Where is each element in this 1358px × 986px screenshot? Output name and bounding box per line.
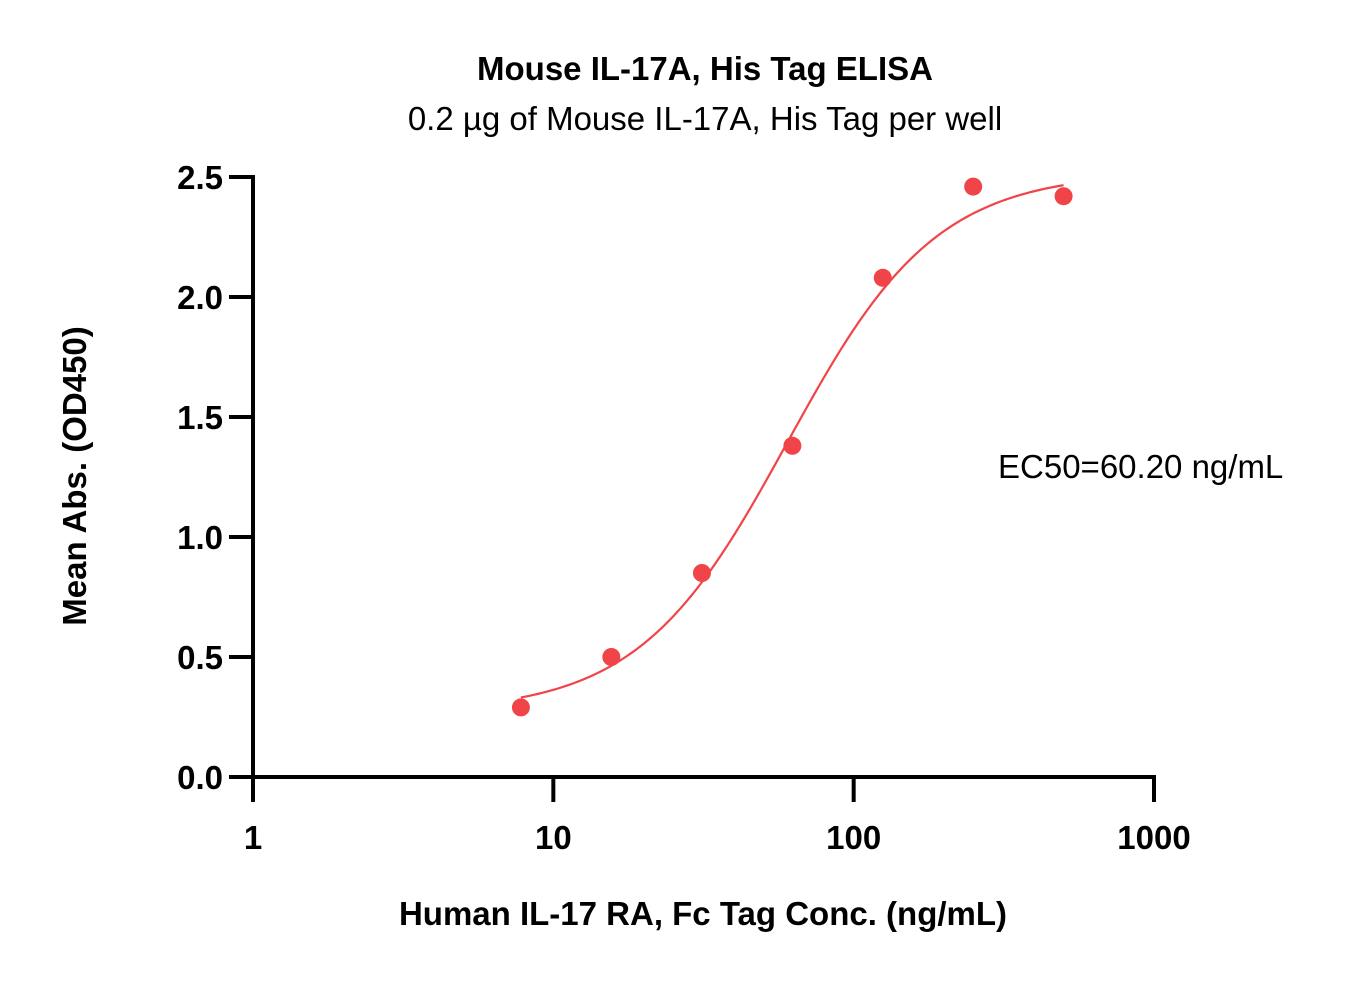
y-axis-label: Mean Abs. (OD450)	[56, 326, 93, 626]
chart-subtitle: 0.2 µg of Mouse IL-17A, His Tag per well	[408, 100, 1002, 137]
data-point	[1054, 187, 1073, 206]
y-tick-label: 1.0	[177, 519, 223, 556]
x-tick-label: 1	[244, 819, 262, 856]
chart-title: Mouse IL-17A, His Tag ELISA	[477, 50, 933, 87]
x-tick-label: 100	[826, 819, 881, 856]
data-point	[511, 698, 530, 717]
data-point	[964, 177, 983, 196]
y-tick-label: 0.5	[177, 639, 223, 676]
x-tick-label: 10	[535, 819, 572, 856]
data-point	[873, 268, 892, 287]
data-point	[602, 648, 621, 666]
ec50-annotation: EC50=60.20 ng/mL	[998, 448, 1283, 485]
y-tick-label: 2.5	[177, 159, 223, 196]
y-tick-label: 0.0	[177, 759, 223, 796]
data-point	[783, 436, 802, 455]
y-tick-label: 1.5	[177, 399, 223, 436]
plot-area: 0.0 0.5 1.0 1.5 2.0 2.5 1 10 100 1000	[177, 159, 1191, 856]
data-point	[692, 564, 711, 582]
x-axis-label: Human IL-17 RA, Fc Tag Conc. (ng/mL)	[399, 895, 1007, 932]
y-tick-label: 2.0	[177, 279, 223, 316]
x-tick-label: 1000	[1117, 819, 1190, 856]
